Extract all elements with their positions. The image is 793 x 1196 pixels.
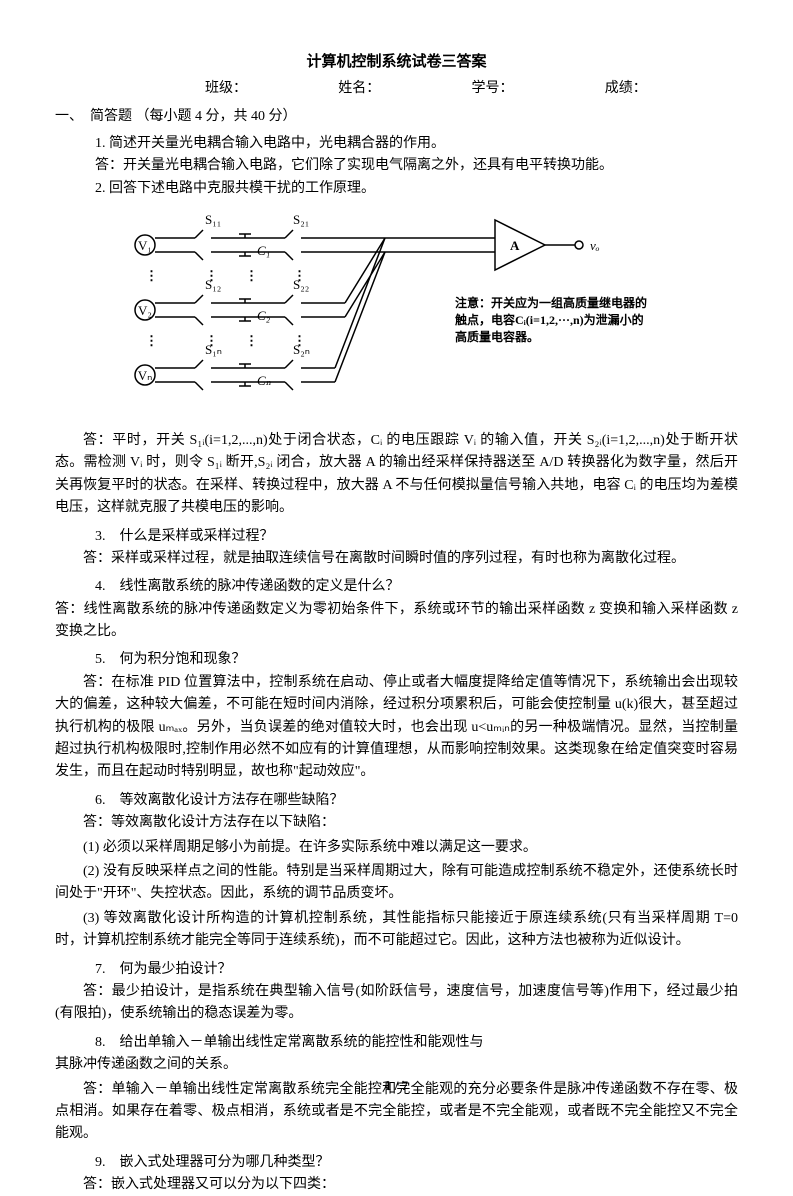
q5: 5. 何为积分饱和现象？ <box>55 649 738 671</box>
c1-label: C₁ <box>257 243 270 258</box>
q6: 6. 等效离散化设计方法存在哪些缺陷？ <box>55 790 738 812</box>
s22-label: S₂₂ <box>293 277 309 292</box>
a2: 答：平时，开关 S₁ᵢ(i=1,2,...,n)处于闭合状态，Cᵢ 的电压跟踪 … <box>55 430 738 520</box>
svg-text:⋮: ⋮ <box>245 268 258 283</box>
doc-title: 计算机控制系统试卷三答案 <box>55 50 738 74</box>
a6-2: (2) 没有反映采样点之间的性能。特别是当采样周期过大，除有可能造成控制系统不稳… <box>55 861 738 906</box>
q1: 1. 简述开关量光电耦合输入电路中，光电耦合器的作用。 <box>55 133 738 155</box>
s2n-label: S₂ₙ <box>293 342 310 357</box>
s21-label: S₂₁ <box>293 212 309 227</box>
amp-label: A <box>510 238 520 253</box>
cn-label: Cₙ <box>257 373 272 388</box>
name-label: 姓名： <box>338 78 471 100</box>
q7: 7. 何为最少拍设计？ <box>55 959 738 981</box>
a1: 答：开关量光电耦合输入电路，它们除了实现电气隔离之外，还具有电平转换功能。 <box>55 155 738 177</box>
svg-text:⋮: ⋮ <box>145 268 158 283</box>
a6-1: (1) 必须以采样周期足够小为前提。在许多实际系统中难以满足这一要求。 <box>55 837 738 859</box>
v1-label: V₁ <box>138 238 152 253</box>
header-row: 班级： 姓名： 学号： 成绩： <box>55 78 738 100</box>
header-spacer <box>55 78 205 100</box>
v2-label: V₂ <box>138 303 152 318</box>
q3: 3. 什么是采样或采样过程？ <box>55 526 738 548</box>
s12-label: S₁₂ <box>205 277 221 292</box>
score-label: 成绩： <box>605 78 738 100</box>
a6-3: (3) 等效离散化设计所构造的计算机控制系统，其性能指标只能接近于原连续系统(只… <box>55 908 738 953</box>
vn-label: Vₙ <box>138 368 153 383</box>
a6-lead: 答：等效离散化设计方法存在以下缺陷： <box>55 812 738 834</box>
q9: 9. 嵌入式处理器可分为哪几种类型？ <box>55 1152 738 1174</box>
a9: 答：嵌入式处理器又可以分为以下四类： <box>55 1174 738 1196</box>
a3: 答：采样或采样过程，就是抽取连续信号在离散时间瞬时值的序列过程，有时也称为离散化… <box>55 548 738 570</box>
page-number: 1 / 7 <box>0 1076 793 1097</box>
q2: 2. 回答下述电路中克服共模干扰的工作原理。 <box>55 178 738 200</box>
s11-label: S₁₁ <box>205 212 221 227</box>
a4: 答：线性离散系统的脉冲传递函数定义为零初始条件下，系统或环节的输出采样函数 z … <box>55 599 738 644</box>
page: 计算机控制系统试卷三答案 班级： 姓名： 学号： 成绩： 一、 简答题 （每小题… <box>0 0 793 1122</box>
out-label: vₒ <box>590 238 600 253</box>
c2-label: C₂ <box>257 308 271 323</box>
a5: 答：在标准 PID 位置算法中，控制系统在启动、停止或者大幅度提降给定值等情况下… <box>55 672 738 784</box>
q4: 4. 线性离散系统的脉冲传递函数的定义是什么？ <box>55 576 738 598</box>
diagram-note: 注意：开关应为一组高质量继电器的触点，电容Cᵢ(i=1,2,···,n)为泄漏小… <box>455 295 655 345</box>
q8: 8. 给出单输入－单输出线性定常离散系统的能控性和能观性与 <box>55 1032 738 1054</box>
svg-text:⋮: ⋮ <box>245 333 258 348</box>
s1n-label: S₁ₙ <box>205 342 222 357</box>
id-label: 学号： <box>472 78 605 100</box>
q8-cont: 其脉冲传递函数之间的关系。 <box>55 1054 738 1076</box>
a7: 答：最少拍设计，是指系统在典型输入信号(如阶跃信号，速度信号，加速度信号等)作用… <box>55 981 738 1026</box>
circuit-diagram: V₁ S₁₁ C₁ S₂₁ ⋮ ⋮ ⋮ <box>125 210 685 420</box>
class-label: 班级： <box>205 78 338 100</box>
svg-text:⋮: ⋮ <box>145 333 158 348</box>
section1-heading: 一、 简答题 （每小题 4 分，共 40 分） <box>55 106 738 128</box>
